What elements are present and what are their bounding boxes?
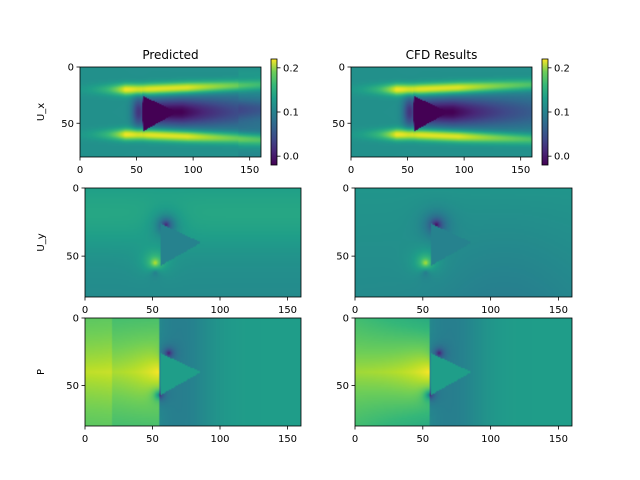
colorbar xyxy=(270,58,278,166)
predicted-uy-panel: 0 50 100 150 0 50 U_y xyxy=(36,184,302,316)
x-tick-label: 150 xyxy=(549,305,568,316)
x-tick-label: 50 xyxy=(130,165,143,176)
predicted-ux-panel: 0 50 100 150 0 50 Predicted U_x 0.2 0.1 0.0 xyxy=(36,48,299,176)
cfd-uy-panel: 0 50 100 150 0 50 xyxy=(336,184,573,316)
predicted-p-frame xyxy=(84,317,302,427)
x-tick-label: 0 xyxy=(82,305,88,316)
x-tick-label: 50 xyxy=(416,434,429,445)
predicted-p-heatmap xyxy=(85,318,301,426)
y-tick-label: 0 xyxy=(343,184,349,195)
y-tick-label: 50 xyxy=(336,381,349,392)
x-tick-label: 0 xyxy=(77,165,83,176)
y-axis-label: P xyxy=(36,369,47,375)
x-tick-label: 0 xyxy=(348,165,354,176)
x-tick-label: 50 xyxy=(146,434,159,445)
y-tick-label: 50 xyxy=(66,252,79,263)
predicted-p-panel: 0 50 100 150 0 50 P xyxy=(36,314,302,445)
cfd-p-panel: 0 50 100 150 0 50 xyxy=(336,314,573,445)
predicted-uy-heatmap xyxy=(85,188,301,297)
cfd-p-frame xyxy=(354,317,573,427)
x-tick-label: 150 xyxy=(511,165,530,176)
x-tick-label: 0 xyxy=(82,434,88,445)
x-tick-label: 100 xyxy=(481,305,500,316)
x-tick-label: 50 xyxy=(401,165,414,176)
colorbar-tick-label: 0.2 xyxy=(554,63,570,74)
colorbar-tick-label: 0.1 xyxy=(554,108,570,119)
x-tick-label: 100 xyxy=(481,434,500,445)
predicted-ux-frame xyxy=(79,66,262,158)
x-tick-label: 100 xyxy=(210,305,229,316)
cfd-p-heatmap xyxy=(355,318,572,426)
cfd-ux-panel: 0 50 100 150 0 50 CFD Results 0.2 0.1 0.0 xyxy=(332,48,570,176)
x-tick-label: 100 xyxy=(455,165,474,176)
y-tick-label: 50 xyxy=(336,252,349,263)
colorbar-tick-label: 0.2 xyxy=(283,63,299,74)
x-tick-label: 0 xyxy=(352,434,358,445)
x-tick-label: 0 xyxy=(352,305,358,316)
cfd-uy-heatmap xyxy=(355,188,572,297)
panel-title: Predicted xyxy=(142,48,198,62)
y-tick-label: 0 xyxy=(339,63,345,74)
y-tick-label: 0 xyxy=(73,184,79,195)
x-tick-label: 50 xyxy=(146,305,159,316)
x-tick-label: 50 xyxy=(416,305,429,316)
x-tick-label: 100 xyxy=(184,165,203,176)
cfd-ux-frame xyxy=(350,66,533,158)
x-tick-label: 150 xyxy=(240,165,259,176)
x-tick-label: 150 xyxy=(278,305,297,316)
y-tick-label: 0 xyxy=(343,314,349,325)
predicted-uy-frame xyxy=(84,187,302,298)
colorbar xyxy=(541,58,549,166)
y-tick-label: 50 xyxy=(61,119,74,130)
y-axis-label: U_x xyxy=(36,103,47,121)
x-tick-label: 100 xyxy=(210,434,229,445)
colorbar-tick-label: 0.1 xyxy=(283,108,299,119)
x-tick-label: 150 xyxy=(278,434,297,445)
y-tick-label: 50 xyxy=(332,119,345,130)
colorbar-tick-label: 0.0 xyxy=(283,152,299,163)
y-tick-label: 0 xyxy=(68,63,74,74)
y-tick-label: 0 xyxy=(73,314,79,325)
x-tick-label: 150 xyxy=(549,434,568,445)
panel-title: CFD Results xyxy=(406,48,478,62)
y-axis-label: U_y xyxy=(36,233,47,251)
y-tick-label: 50 xyxy=(66,381,79,392)
predicted-ux-heatmap xyxy=(80,67,261,157)
cfd-ux-heatmap xyxy=(351,67,532,157)
colorbar-tick-label: 0.0 xyxy=(554,152,570,163)
cfd-uy-frame xyxy=(354,187,573,298)
